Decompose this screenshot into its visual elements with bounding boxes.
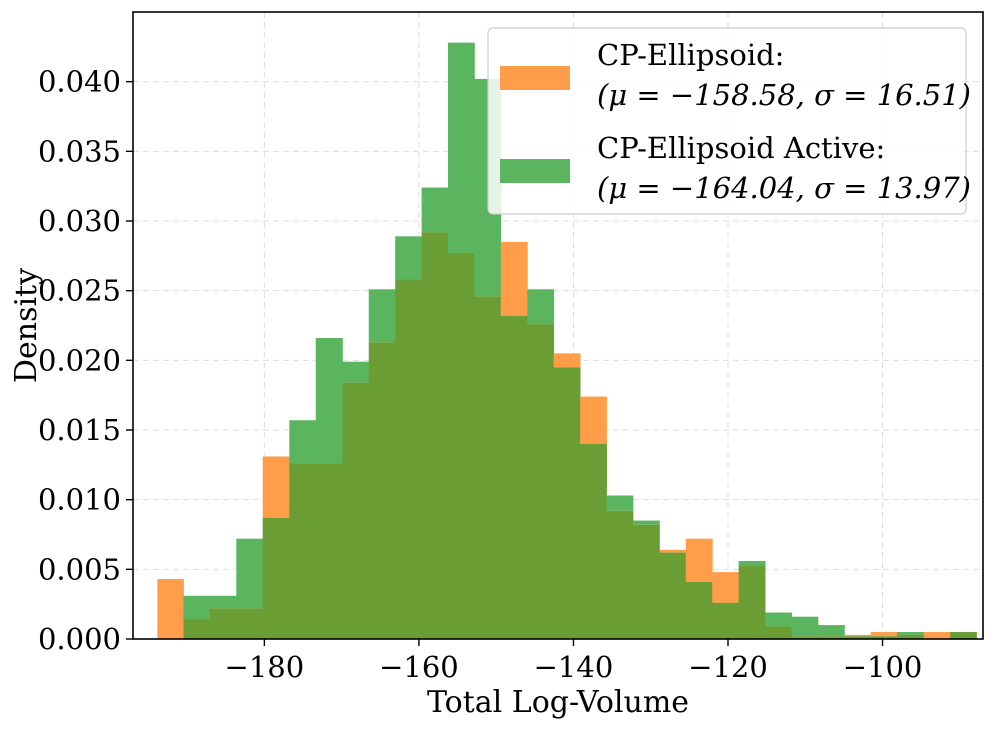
bar-overlap: [685, 581, 713, 639]
bar-overlap: [447, 253, 475, 639]
x-tick-label: −180: [225, 650, 305, 684]
y-tick-label: 0.010: [38, 483, 121, 517]
y-axis: 0.000 0.005 0.010 0.015 0.020 0.025 0.030 0.035…: [38, 65, 133, 656]
bar-cp-ellipsoid-active: [421, 187, 449, 233]
bar-cp-ellipsoid-active: [447, 42, 475, 254]
bar-overlap: [527, 324, 555, 639]
bar-cp-ellipsoid-active: [209, 595, 237, 609]
bar-cp-ellipsoid-active: [897, 632, 925, 635]
bar-cp-ellipsoid: [157, 579, 184, 639]
y-tick-label: 0.005: [38, 552, 121, 586]
bar-cp-ellipsoid: [844, 634, 872, 637]
bar-overlap: [342, 382, 370, 639]
bar-cp-ellipsoid: [870, 632, 898, 637]
y-tick-label: 0.000: [38, 622, 121, 656]
legend-stats-cp-ellipsoid-active: (μ = −164.04, σ = 13.97): [597, 171, 971, 205]
bar-cp-ellipsoid-active: [527, 289, 555, 325]
y-axis-label: Density: [9, 268, 44, 383]
bar-overlap: [421, 232, 449, 639]
bar-overlap: [368, 342, 396, 639]
bar-cp-ellipsoid: [500, 241, 528, 316]
bar-cp-ellipsoid-active: [738, 560, 766, 566]
bar-cp-ellipsoid-active: [395, 236, 423, 280]
bar-cp-ellipsoid-active: [817, 625, 845, 637]
legend-box: [487, 27, 967, 215]
x-tick-label: −100: [843, 650, 923, 684]
x-tick-label: −120: [688, 650, 768, 684]
x-axis-label: Total Log-Volume: [427, 685, 689, 720]
y-tick-label: 0.040: [38, 65, 121, 99]
y-tick-label: 0.025: [38, 274, 121, 308]
bar-cp-ellipsoid: [685, 538, 713, 582]
bar-cp-ellipsoid-active: [765, 612, 792, 627]
bar-overlap: [844, 636, 872, 639]
bar-cp-ellipsoid: [659, 549, 687, 553]
bar-overlap: [262, 517, 290, 639]
bar-overlap: [738, 565, 766, 639]
bar-overlap: [315, 463, 343, 639]
bar-cp-ellipsoid-active: [632, 520, 660, 525]
bar-overlap: [712, 602, 740, 639]
bar-overlap: [659, 552, 687, 639]
bar-cp-ellipsoid-active: [606, 495, 634, 511]
bar-overlap: [183, 619, 211, 639]
legend: CP-Ellipsoid: (μ = −158.58, σ = 16.51) C…: [487, 27, 971, 215]
y-tick-label: 0.015: [38, 413, 121, 447]
y-tick-label: 0.035: [38, 134, 121, 168]
bar-overlap: [395, 279, 423, 639]
bar-cp-ellipsoid: [262, 456, 290, 518]
y-tick-label: 0.030: [38, 204, 121, 238]
bar-cp-ellipsoid-active: [183, 595, 211, 620]
bar-overlap: [209, 608, 237, 639]
legend-label-cp-ellipsoid: CP-Ellipsoid:: [597, 38, 784, 72]
bar-cp-ellipsoid-active: [368, 289, 396, 343]
bar-cp-ellipsoid: [923, 632, 951, 639]
bar-overlap: [817, 636, 845, 639]
bar-overlap: [474, 296, 502, 639]
bar-overlap: [791, 636, 819, 639]
bar-cp-ellipsoid-active: [236, 538, 264, 609]
bar-overlap: [765, 626, 792, 639]
bar-overlap: [897, 634, 925, 639]
bar-cp-ellipsoid-active: [289, 420, 317, 464]
bars-layer: [157, 42, 977, 639]
x-tick-label: −140: [534, 650, 614, 684]
bar-cp-ellipsoid: [712, 572, 740, 603]
bar-cp-ellipsoid-active: [315, 338, 343, 464]
legend-swatch-cp-ellipsoid-active: [500, 159, 570, 183]
bar-cp-ellipsoid-active: [791, 616, 819, 637]
bar-overlap: [289, 463, 317, 639]
bar-cp-ellipsoid: [553, 353, 581, 368]
bar-overlap: [632, 524, 660, 639]
bar-overlap: [870, 636, 898, 639]
bar-cp-ellipsoid-active: [342, 361, 370, 383]
plot-frame: [132, 11, 984, 640]
legend-label-cp-ellipsoid-active: CP-Ellipsoid Active:: [597, 131, 885, 165]
legend-swatch-cp-ellipsoid: [500, 66, 570, 90]
x-tick-label: −160: [379, 650, 459, 684]
bar-overlap: [553, 367, 581, 639]
y-tick-label: 0.020: [38, 343, 121, 377]
bar-cp-ellipsoid: [580, 396, 607, 444]
x-axis: −180 −160 −140 −120 −100: [225, 639, 923, 684]
bar-overlap: [950, 632, 977, 639]
bar-overlap: [606, 510, 634, 639]
bar-overlap: [236, 608, 264, 639]
bar-overlap: [580, 443, 607, 639]
bar-overlap: [500, 315, 528, 639]
legend-stats-cp-ellipsoid: (μ = −158.58, σ = 16.51): [597, 78, 971, 112]
